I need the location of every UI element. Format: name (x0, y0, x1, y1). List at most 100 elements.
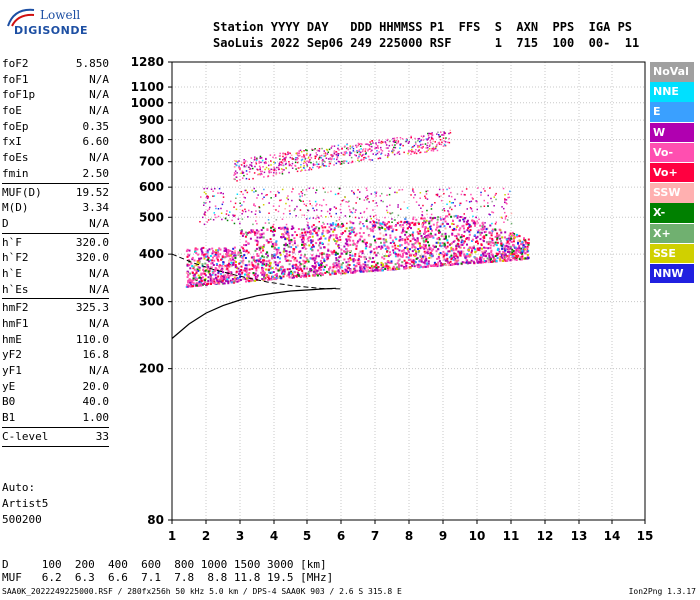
echo-point (288, 250, 291, 253)
echo-point (311, 149, 314, 151)
echo-point (261, 157, 263, 159)
param-row-hf: h`F 320.0 (2, 235, 109, 251)
echo-point (307, 260, 310, 263)
scaled-parameters-panel: foF2 5.850 foF1 N/A foF1p N/A foE N/A foEp 0.35 fx… (2, 56, 109, 448)
echo-point (331, 145, 333, 147)
echo-point (311, 232, 314, 235)
echo-point (233, 178, 235, 180)
param-value: N/A (89, 72, 109, 86)
echo-point (321, 233, 324, 236)
echo-point (249, 237, 252, 240)
echo-point (269, 261, 272, 264)
echo-point (444, 141, 447, 143)
echo-point (442, 257, 445, 260)
echo-point (244, 161, 246, 163)
echo-point (294, 161, 297, 164)
echo-point (351, 146, 353, 148)
echo-point (204, 211, 206, 213)
echo-point (373, 215, 375, 218)
echo-point (338, 149, 340, 151)
echo-point (489, 260, 492, 263)
echo-point (330, 147, 333, 149)
polarization-legend: NoVal NNE E W Vo- Vo+ SSW X- X+ SSE NNW (650, 62, 694, 284)
echo-point (301, 156, 303, 158)
echo-point (442, 189, 444, 191)
echo-point (375, 247, 378, 250)
echo-point (201, 251, 204, 254)
echo-point (462, 240, 464, 243)
echo-point (369, 215, 372, 217)
echo-point (437, 261, 440, 264)
autoscaling-info: Auto: Artist5 500200 (2, 480, 48, 528)
echo-point (501, 217, 503, 219)
logo-digisonde: DIGISONDE (14, 24, 88, 37)
echo-point (265, 194, 267, 197)
echo-point (319, 252, 322, 255)
echo-point (301, 243, 303, 246)
echo-point (286, 230, 289, 233)
x-tick-label: 7 (371, 529, 379, 543)
echo-point (425, 257, 428, 260)
echo-point (443, 208, 445, 210)
param-label: hmF2 (2, 301, 29, 315)
echo-point (408, 235, 410, 238)
echo-point (313, 268, 316, 271)
echo-point (375, 266, 378, 269)
echo-point (252, 167, 254, 170)
echo-point (261, 170, 263, 173)
echo-point (408, 141, 410, 143)
echo-point (372, 227, 375, 230)
echo-point (259, 233, 262, 236)
echo-point (245, 231, 248, 234)
echo-point (381, 226, 384, 229)
echo-point (301, 247, 304, 250)
echo-point (337, 223, 339, 225)
echo-point (446, 241, 449, 244)
echo-point (402, 248, 405, 251)
echo-point (520, 257, 523, 260)
echo-point (371, 265, 374, 268)
echo-point (232, 214, 234, 216)
echo-point (365, 196, 368, 198)
echo-point (495, 221, 497, 223)
echo-point (217, 272, 220, 275)
echo-point (398, 263, 401, 266)
echo-point (335, 235, 338, 238)
echo-point (337, 244, 340, 247)
echo-point (251, 267, 254, 270)
echo-point (410, 136, 412, 139)
echo-point (206, 283, 208, 286)
echo-point (245, 177, 248, 180)
echo-point (242, 177, 244, 179)
echo-point (401, 188, 404, 191)
echo-point (376, 152, 379, 155)
echo-point (496, 234, 498, 237)
echo-point (267, 219, 270, 221)
echo-point (340, 232, 343, 235)
echo-point (493, 205, 495, 207)
echo-point (256, 236, 259, 239)
echo-point (260, 161, 262, 164)
echo-point (515, 233, 518, 236)
echo-point (428, 220, 430, 223)
echo-point (521, 258, 523, 261)
echo-point (461, 190, 464, 193)
echo-point (309, 154, 311, 157)
echo-point (380, 222, 382, 225)
echo-point (452, 229, 455, 232)
echo-point (297, 268, 300, 271)
echo-point (455, 245, 458, 248)
echo-point (240, 260, 243, 263)
echo-point (239, 249, 241, 252)
echo-point (241, 218, 244, 220)
echo-point (394, 141, 397, 143)
echo-point (419, 140, 421, 143)
echo-point (294, 271, 297, 274)
echo-point (393, 153, 396, 156)
echo-point (506, 219, 509, 221)
echo-point (221, 218, 223, 221)
echo-point (303, 262, 306, 265)
echo-point (238, 165, 240, 167)
echo-point (352, 147, 355, 150)
echo-point (350, 161, 353, 164)
